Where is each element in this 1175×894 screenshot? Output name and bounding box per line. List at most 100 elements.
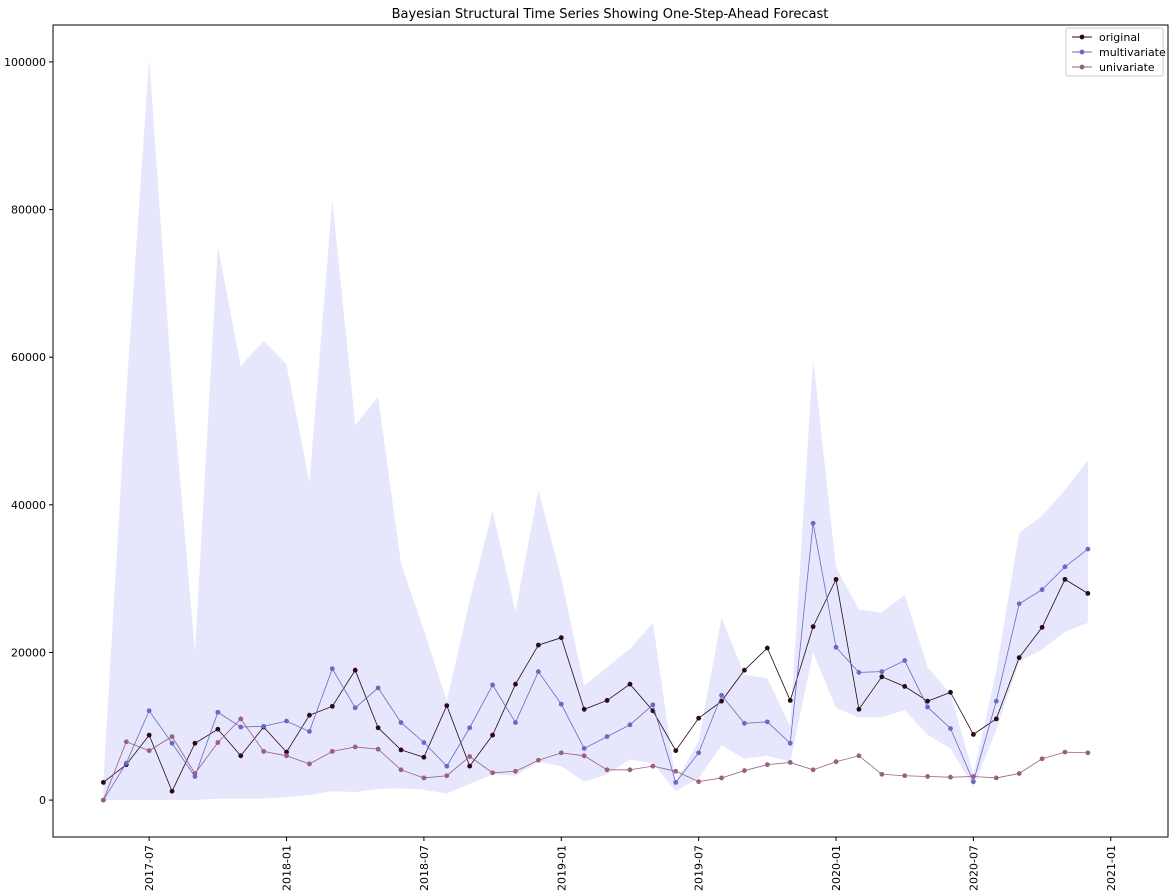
- point-multivariate: [833, 644, 839, 650]
- point-multivariate: [948, 726, 953, 731]
- point-multivariate: [764, 719, 770, 725]
- point-original: [398, 747, 404, 753]
- point-original: [192, 740, 198, 746]
- point-multivariate: [879, 669, 885, 675]
- point-multivariate: [1085, 546, 1091, 552]
- point-multivariate: [261, 723, 267, 729]
- point-original: [169, 788, 175, 794]
- point-multivariate: [307, 729, 312, 734]
- point-univariate: [1039, 756, 1045, 762]
- point-univariate: [902, 773, 908, 779]
- point-univariate: [329, 748, 335, 754]
- point-original: [627, 681, 633, 687]
- point-univariate: [742, 768, 747, 773]
- point-univariate: [764, 762, 770, 768]
- point-multivariate: [856, 669, 862, 675]
- point-original: [146, 732, 152, 738]
- point-multivariate: [993, 698, 999, 704]
- y-tick-label: 100000: [4, 56, 46, 69]
- y-tick-label: 80000: [11, 204, 46, 217]
- point-multivariate: [742, 720, 747, 726]
- point-univariate: [1062, 749, 1068, 755]
- x-tick-label: 2018-07: [418, 845, 431, 891]
- y-tick-label: 0: [39, 794, 46, 807]
- point-univariate: [856, 753, 862, 759]
- point-original: [810, 624, 816, 630]
- point-multivariate: [650, 702, 656, 708]
- x-tick-label: 2021-01: [1105, 845, 1118, 891]
- x-tick-label: 2019-01: [555, 845, 568, 891]
- point-univariate: [398, 767, 404, 773]
- x-tick-label: 2017-07: [143, 845, 156, 891]
- y-tick-label: 40000: [11, 499, 46, 512]
- y-tick-label: 60000: [11, 351, 46, 364]
- point-univariate: [513, 768, 518, 774]
- point-multivariate: [719, 692, 724, 698]
- point-original: [558, 635, 564, 641]
- x-tick-label: 2020-01: [830, 845, 843, 891]
- point-original: [215, 726, 221, 732]
- legend: original multivariate univariate: [1065, 27, 1166, 77]
- point-multivariate: [467, 725, 473, 731]
- point-univariate: [1016, 771, 1022, 776]
- series-line-univariate: [102, 718, 1088, 801]
- point-original: [993, 716, 999, 722]
- point-univariate: [1085, 750, 1091, 756]
- point-multivariate: [329, 666, 335, 672]
- point-multivariate: [421, 740, 427, 745]
- point-multivariate: [215, 709, 221, 715]
- point-multivariate: [513, 720, 518, 725]
- point-multivariate: [123, 760, 129, 766]
- x-tick-label: 2018-01: [281, 845, 294, 891]
- point-original: [902, 684, 908, 689]
- point-original: [352, 667, 358, 673]
- point-univariate: [879, 771, 885, 777]
- x-tick-label: 2019-07: [693, 845, 706, 891]
- point-original: [329, 703, 335, 709]
- point-univariate: [284, 753, 289, 759]
- point-multivariate: [1039, 587, 1045, 593]
- point-original: [673, 748, 679, 754]
- point-original: [375, 725, 381, 731]
- point-original: [1062, 576, 1068, 582]
- point-multivariate: [1062, 564, 1068, 570]
- point-original: [238, 753, 244, 759]
- series-univariate: [100, 716, 1091, 803]
- y-axis: 0 20000 40000 60000 80000 100000: [4, 56, 53, 807]
- point-multivariate: [810, 520, 816, 526]
- point-univariate: [810, 767, 816, 773]
- point-original: [742, 667, 747, 673]
- point-multivariate: [604, 734, 610, 740]
- point-multivariate: [696, 750, 702, 756]
- point-univariate: [352, 744, 358, 750]
- point-original: [1085, 591, 1091, 596]
- point-univariate: [238, 716, 244, 722]
- point-multivariate: [970, 779, 976, 785]
- x-tick-label: 2020-07: [967, 845, 980, 891]
- legend-label-original: original: [1099, 31, 1140, 44]
- point-univariate: [307, 761, 312, 767]
- y-tick-label: 20000: [11, 646, 46, 659]
- point-univariate: [421, 775, 427, 781]
- point-univariate: [215, 740, 221, 745]
- legend-marker-multivariate: [1079, 49, 1085, 55]
- point-original: [513, 681, 518, 687]
- point-original: [467, 763, 473, 769]
- point-original: [856, 706, 862, 712]
- point-multivariate: [375, 685, 381, 691]
- point-univariate: [444, 773, 450, 779]
- point-univariate: [100, 797, 106, 803]
- point-original: [444, 703, 450, 708]
- point-multivariate: [284, 718, 289, 724]
- point-original: [879, 674, 885, 680]
- legend-label-multivariate: multivariate: [1099, 46, 1166, 59]
- point-univariate: [169, 734, 175, 740]
- point-univariate: [604, 767, 610, 773]
- point-original: [581, 706, 587, 712]
- point-univariate: [948, 774, 953, 780]
- point-original: [719, 698, 724, 704]
- point-original: [307, 712, 312, 718]
- series-line-multivariate: [103, 523, 1089, 801]
- point-original: [970, 731, 976, 737]
- point-original: [1039, 624, 1045, 630]
